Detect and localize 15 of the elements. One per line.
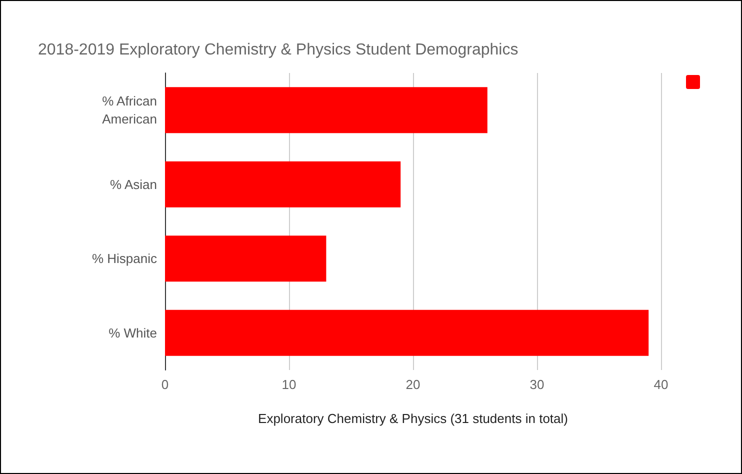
chart-title: 2018-2019 Exploratory Chemistry & Physics Student Demographics <box>38 42 518 58</box>
bar <box>165 236 326 282</box>
bar <box>165 310 649 356</box>
y-tick-label: % White <box>108 325 157 340</box>
x-axis-title: Exploratory Chemistry & Physics (31 students in total) <box>258 411 568 426</box>
x-tick-label: 20 <box>406 377 420 392</box>
x-tick-label: 10 <box>282 377 296 392</box>
bar <box>165 87 488 134</box>
x-tick-label: 0 <box>161 377 169 392</box>
y-tick-label: % Hispanic <box>92 251 158 266</box>
x-tick-label: 40 <box>654 377 668 392</box>
y-tick-label: % African American <box>102 94 157 127</box>
x-tick-label: 30 <box>530 377 544 392</box>
bar <box>165 161 401 208</box>
y-tick-label: % Asian <box>110 176 157 192</box>
